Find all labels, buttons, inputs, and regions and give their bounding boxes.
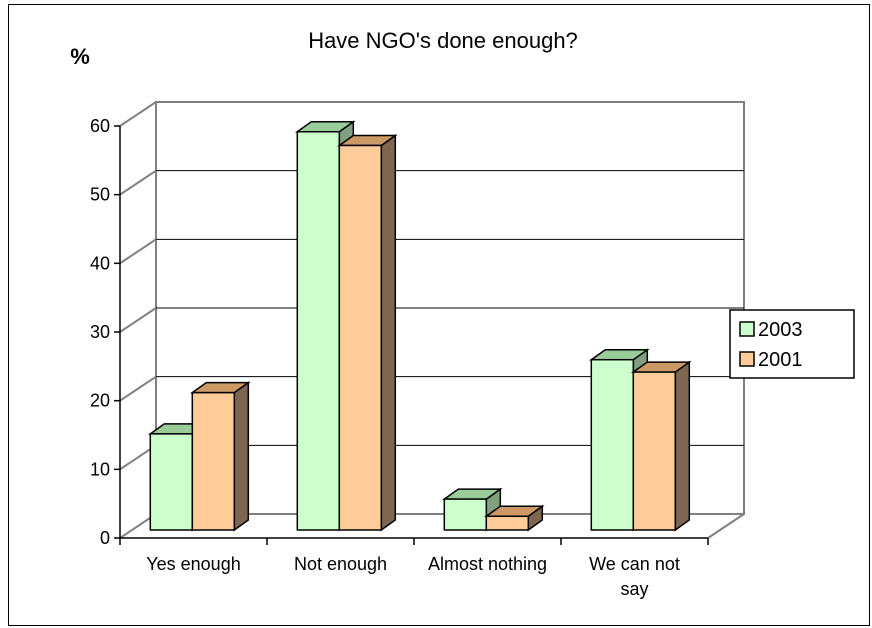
bar-front: [485, 515, 530, 531]
legend-label: 2001: [758, 349, 803, 371]
y-tick-label: 60: [90, 116, 110, 136]
floor-edge: [707, 513, 745, 539]
x-category-label: say: [620, 579, 648, 599]
bar-front: [632, 371, 677, 531]
y-tick-label: 40: [90, 253, 110, 273]
x-category-label: We can not: [589, 554, 680, 574]
side-wall-line: [119, 169, 157, 196]
bar-front: [149, 433, 194, 531]
legend-label: 2003: [758, 319, 803, 341]
bar-2001-2: [483, 504, 545, 532]
bar-front: [590, 358, 635, 531]
bar-2001-3: [630, 360, 692, 532]
bar-side: [233, 381, 250, 532]
side-wall-line: [119, 307, 157, 333]
bar-front: [191, 391, 236, 531]
bar-front: [296, 130, 341, 531]
chart-legend: 2003 2001: [729, 309, 855, 379]
bar-2001-0: [189, 381, 251, 532]
chart-frame: [8, 4, 870, 626]
x-category-label: Yes enough: [146, 554, 240, 574]
chart-axes: 0 10 20 30 40 50 60 Yes enough Not enough Almost …: [90, 116, 709, 599]
side-wall-line: [119, 375, 157, 402]
legend-swatch: [739, 321, 755, 337]
bar-side: [674, 360, 691, 532]
bar-front: [443, 498, 488, 531]
x-category-label: Not enough: [294, 554, 387, 574]
legend-swatch: [739, 351, 755, 367]
y-tick-label: 50: [90, 185, 110, 205]
bar-side: [380, 134, 397, 532]
y-tick-label: 20: [90, 391, 110, 411]
y-tick-label: 10: [90, 459, 110, 479]
y-tick-label: 0: [100, 528, 110, 548]
y-axis-label: %: [70, 44, 90, 69]
x-category-label: Almost nothing: [428, 554, 547, 574]
side-wall-line: [119, 101, 157, 127]
side-wall-line: [119, 238, 157, 265]
bar-front: [338, 144, 383, 531]
bar-2001-1: [336, 134, 398, 532]
chart-title: Have NGO's done enough?: [308, 28, 578, 53]
chart-bars: [147, 120, 692, 532]
y-tick-label: 30: [90, 322, 110, 342]
